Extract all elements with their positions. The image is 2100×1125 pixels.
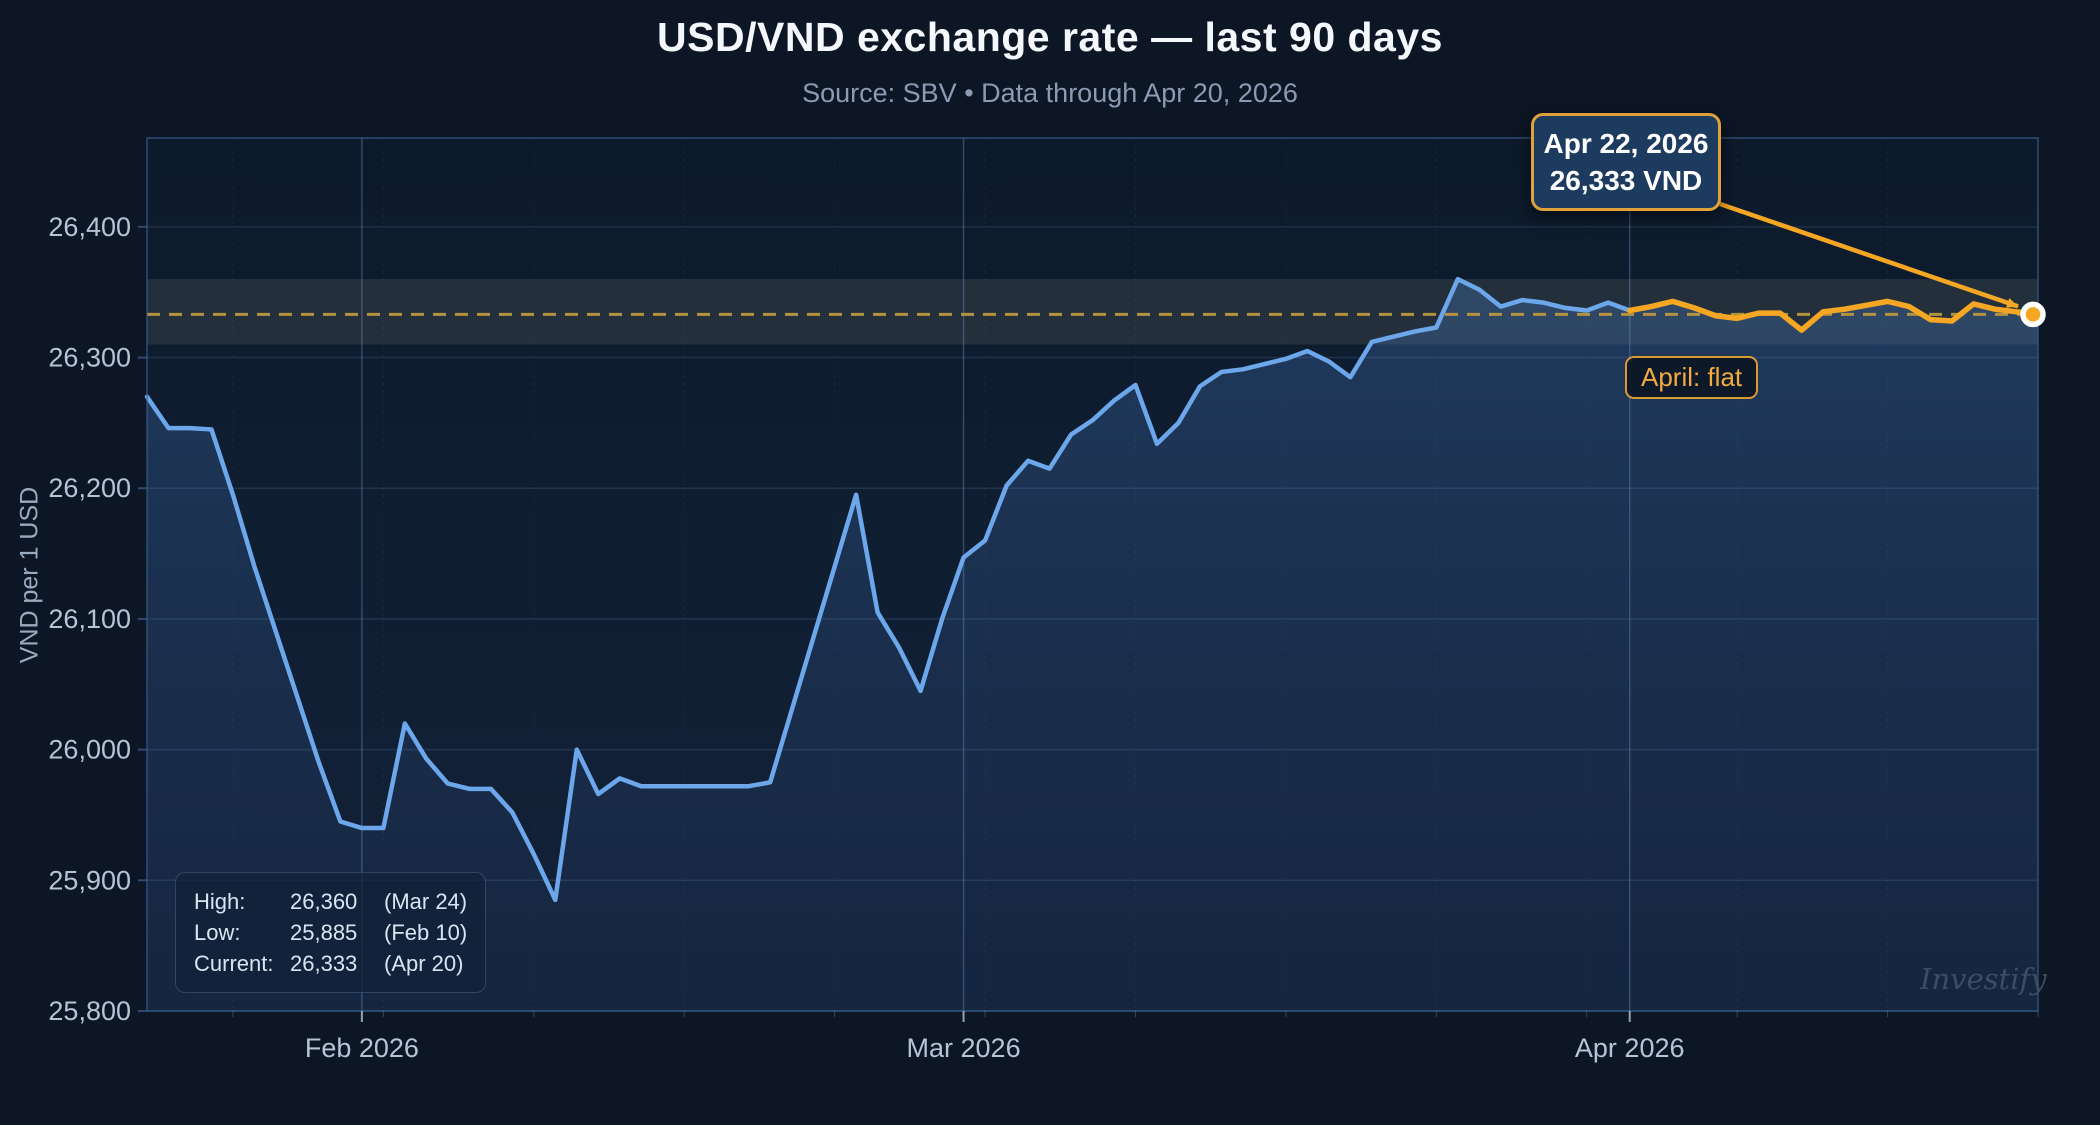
stats-low-label: Low:	[194, 920, 241, 945]
x-axis: Feb 2026 Mar 2026 Apr 2026	[232, 1011, 2039, 1063]
svg-text:Apr 2026: Apr 2026	[1575, 1033, 1685, 1063]
callout-latest-rate: Apr 22, 2026 26,333 VND	[1531, 113, 1721, 211]
stats-row-current: Current: 26,333 (Apr 20)	[194, 948, 467, 979]
stats-current-value: 26,333	[290, 951, 358, 976]
callout-arrow	[1719, 201, 2019, 309]
area-fill	[147, 279, 2038, 1012]
stats-row-low: Low: 25,885 (Feb 10)	[194, 917, 467, 948]
callout-value: 26,333 VND	[1549, 165, 1703, 196]
svg-text:26,000: 26,000	[48, 735, 131, 765]
stats-current-date: (Apr 20)	[384, 951, 464, 976]
april-flat-label: April: flat	[1625, 356, 1759, 399]
stats-current-label: Current:	[194, 951, 274, 976]
callout-date: Apr 22, 2026	[1543, 128, 1709, 159]
stats-low-value: 25,885	[290, 920, 358, 945]
svg-text:26,200: 26,200	[48, 473, 131, 503]
svg-text:25,900: 25,900	[48, 865, 131, 895]
page-subtitle: Source: SBV • Data through Apr 20, 2026	[802, 78, 1298, 108]
svg-text:26,400: 26,400	[48, 212, 131, 242]
rate-line-orange-april	[1626, 298, 2041, 333]
stats-high-value: 26,360	[290, 889, 358, 914]
watermark: Investify	[1920, 962, 2047, 996]
svg-text:26,300: 26,300	[48, 343, 131, 373]
svg-text:Mar 2026: Mar 2026	[907, 1033, 1021, 1063]
stats-high-date: (Mar 24)	[384, 889, 468, 914]
stats-box: High: 26,360 (Mar 24) Low: 25,885 (Feb 1…	[175, 872, 487, 993]
stats-row-high: High: 26,360 (Mar 24)	[194, 886, 467, 917]
rate-line-blue	[144, 276, 1632, 903]
stats-high-label: High:	[194, 889, 246, 914]
svg-text:26,100: 26,100	[48, 604, 131, 634]
page-title: USD/VND exchange rate — last 90 days	[657, 14, 1443, 60]
y-axis: 25,800 25,900 26,000 26,100 26,200 26,300 26,4…	[48, 212, 147, 1026]
end-point-marker	[2020, 301, 2046, 328]
svg-text:25,800: 25,800	[48, 996, 131, 1026]
svg-text:Feb 2026: Feb 2026	[305, 1033, 419, 1063]
plot-border	[146, 137, 2039, 1012]
stats-low-date: (Feb 10)	[384, 920, 468, 945]
